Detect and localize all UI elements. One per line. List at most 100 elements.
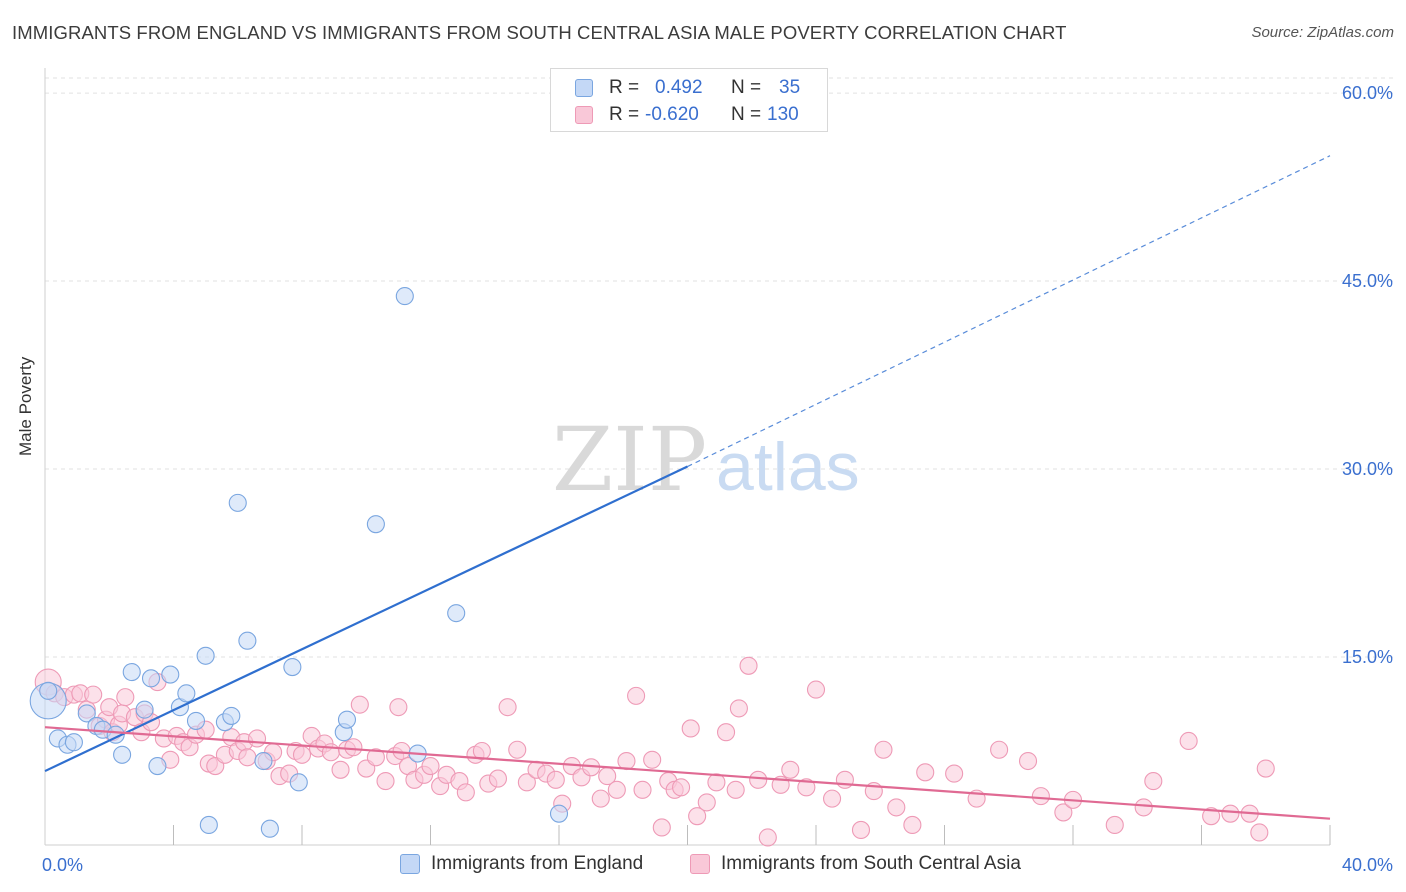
data-point-england bbox=[199, 815, 218, 834]
data-point-asia bbox=[633, 780, 652, 799]
data-point-england bbox=[289, 773, 308, 792]
data-point-asia bbox=[672, 778, 691, 797]
bottom-legend-label-england: Immigrants from England bbox=[431, 853, 644, 874]
data-point-england bbox=[228, 493, 247, 512]
data-point-asia bbox=[726, 780, 745, 799]
data-point-asia bbox=[344, 738, 363, 757]
data-point-asia bbox=[116, 688, 135, 707]
data-point-asia bbox=[1179, 731, 1198, 751]
tick-labels: 15.0% 30.0% 45.0% 60.0% 0.0% 40.0% bbox=[42, 83, 1393, 875]
data-point-england bbox=[122, 663, 141, 682]
data-point-asia bbox=[508, 740, 527, 759]
data-point-england bbox=[337, 710, 357, 729]
correlation-legend: R = 0.492 N = 35 R = -0.620 N = 130 bbox=[550, 68, 828, 132]
data-point-asia bbox=[498, 698, 517, 717]
data-point-asia bbox=[1031, 787, 1050, 806]
data-point-asia bbox=[389, 698, 408, 717]
data-point-england bbox=[148, 756, 167, 776]
data-point-asia bbox=[835, 770, 854, 789]
watermark-zip: ZIP bbox=[552, 408, 707, 511]
data-point-england bbox=[135, 700, 154, 719]
y-tick-label: 60.0% bbox=[1342, 83, 1393, 103]
data-point-england bbox=[196, 646, 215, 665]
data-point-asia bbox=[716, 723, 736, 742]
y-axis-label: Male Poverty bbox=[16, 356, 35, 456]
bottom-legend-swatch-england bbox=[400, 854, 420, 874]
data-point-asia bbox=[627, 686, 646, 705]
data-point-asia bbox=[903, 815, 922, 834]
legend-r-value: 0.492 bbox=[655, 77, 703, 98]
data-point-england bbox=[254, 751, 273, 771]
series-england-points bbox=[29, 287, 569, 838]
data-point-england bbox=[113, 745, 132, 764]
data-point-asia bbox=[643, 750, 662, 769]
data-point-asia bbox=[797, 778, 816, 797]
data-point-asia bbox=[916, 763, 935, 782]
trendline-england bbox=[44, 465, 688, 773]
x-tick-label: 0.0% bbox=[42, 855, 83, 875]
legend-r-label: R = bbox=[609, 77, 640, 98]
data-point-asia bbox=[421, 756, 440, 776]
data-point-england bbox=[161, 665, 180, 684]
data-point-england bbox=[283, 657, 302, 677]
x-tick-label: 40.0% bbox=[1342, 855, 1393, 875]
y-tick-label: 45.0% bbox=[1342, 271, 1393, 291]
data-point-england bbox=[141, 669, 161, 688]
data-point-england bbox=[186, 711, 206, 730]
data-point-asia bbox=[1250, 823, 1269, 842]
data-point-asia bbox=[517, 773, 536, 792]
data-point-asia bbox=[874, 740, 893, 759]
data-point-england bbox=[238, 631, 257, 650]
trend-lines bbox=[44, 155, 1331, 820]
data-point-asia bbox=[652, 818, 671, 837]
data-point-asia bbox=[1256, 759, 1275, 778]
data-point-asia bbox=[84, 685, 103, 704]
bottom-legend-swatch-asia bbox=[690, 854, 710, 874]
data-point-asia bbox=[472, 741, 491, 761]
data-point-asia bbox=[1054, 803, 1073, 822]
data-point-asia bbox=[392, 741, 411, 761]
data-point-asia bbox=[1105, 815, 1124, 834]
data-point-asia bbox=[350, 695, 369, 714]
data-point-asia bbox=[1018, 751, 1038, 771]
data-point-asia bbox=[247, 729, 267, 748]
legend-row-england: R = 0.492 N = 35 bbox=[551, 75, 827, 101]
data-point-england bbox=[366, 515, 385, 534]
source-label: Source: ZipAtlas.com bbox=[1251, 24, 1394, 41]
data-point-england bbox=[39, 681, 58, 700]
legend-row-asia: R = -0.620 N = 130 bbox=[551, 102, 827, 128]
data-point-asia bbox=[945, 764, 964, 783]
data-point-asia bbox=[781, 760, 800, 779]
data-point-asia bbox=[823, 789, 842, 808]
legend-n-value: 35 bbox=[779, 77, 801, 98]
legend-swatch-england bbox=[575, 79, 593, 97]
data-point-asia bbox=[331, 760, 350, 779]
data-point-asia bbox=[806, 680, 826, 699]
trendline-england-extension bbox=[687, 155, 1331, 468]
data-point-asia bbox=[617, 751, 636, 771]
data-point-asia bbox=[1134, 798, 1153, 817]
legend-r-label: R = bbox=[609, 104, 640, 125]
chart-title: IMMIGRANTS FROM ENGLAND VS IMMIGRANTS FR… bbox=[12, 22, 1067, 43]
data-point-asia bbox=[887, 798, 906, 817]
trendline-asia bbox=[44, 726, 1331, 820]
data-point-england bbox=[177, 684, 196, 703]
y-tick-label: 30.0% bbox=[1342, 459, 1393, 479]
data-point-england bbox=[222, 706, 241, 725]
data-point-asia bbox=[607, 780, 626, 799]
data-point-asia bbox=[739, 656, 758, 675]
data-point-asia bbox=[546, 770, 565, 789]
data-point-asia bbox=[729, 699, 748, 718]
data-point-england bbox=[77, 704, 96, 723]
data-point-england bbox=[260, 819, 279, 838]
y-tick-label: 15.0% bbox=[1342, 647, 1393, 667]
legend-r-value: -0.620 bbox=[645, 104, 699, 125]
data-point-asia bbox=[758, 828, 777, 847]
data-point-asia bbox=[749, 770, 768, 789]
data-point-asia bbox=[707, 773, 726, 792]
data-point-asia bbox=[366, 748, 385, 767]
data-point-asia bbox=[238, 748, 257, 767]
legend-swatch-asia bbox=[575, 106, 593, 124]
data-point-asia bbox=[376, 772, 395, 791]
